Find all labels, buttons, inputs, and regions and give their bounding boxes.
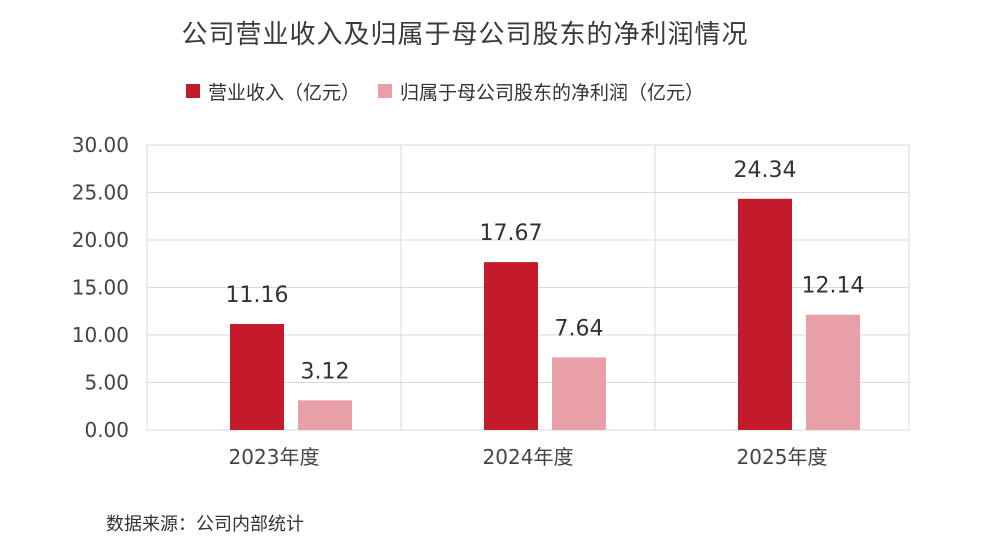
chart-legend: 营业收入（亿元） 归属于母公司股东的净利润（亿元） xyxy=(186,78,722,104)
x-tick-label: 2023年度 xyxy=(229,445,320,469)
legend-swatch-net-profit xyxy=(378,84,393,98)
legend-item-revenue: 营业收入（亿元） xyxy=(186,78,360,105)
bar-net-profit xyxy=(552,357,606,430)
y-tick-label: 5.00 xyxy=(84,371,129,395)
bar-revenue xyxy=(484,262,538,430)
y-tick-label: 30.00 xyxy=(72,133,129,157)
data-label-net-profit: 3.12 xyxy=(301,359,350,384)
legend-swatch-revenue xyxy=(186,84,200,98)
x-tick-label: 2025年度 xyxy=(737,445,828,469)
bar-revenue xyxy=(230,323,284,430)
x-tick-label: 2024年度 xyxy=(483,445,574,469)
legend-item-net-profit: 归属于母公司股东的净利润（亿元） xyxy=(378,78,704,105)
chart-title: 公司营业收入及归属于母公司股东的净利润情况 xyxy=(181,20,749,50)
y-tick-label: 15.00 xyxy=(72,276,129,300)
y-tick-label: 20.00 xyxy=(72,228,129,252)
bar-net-profit xyxy=(298,400,352,430)
y-tick-label: 0.00 xyxy=(84,418,129,442)
data-label-revenue: 24.34 xyxy=(734,158,797,183)
data-label-revenue: 17.67 xyxy=(480,221,543,246)
y-tick-label: 25.00 xyxy=(72,181,129,205)
source-note: 数据来源：公司内部统计 xyxy=(106,514,304,535)
bar-revenue xyxy=(738,198,792,430)
data-label-net-profit: 7.64 xyxy=(555,316,604,341)
legend-label-revenue: 营业收入（亿元） xyxy=(208,81,361,104)
y-tick-label: 10.00 xyxy=(72,323,129,347)
bar-net-profit xyxy=(806,314,860,430)
data-label-net-profit: 12.14 xyxy=(802,274,865,299)
bar-chart: 0.00 5.00 10.00 15.00 20.00 25.00 30.00 11.16 17… xyxy=(72,133,910,469)
data-label-revenue: 11.16 xyxy=(226,283,289,308)
legend-label-net-profit: 归属于母公司股东的净利润（亿元） xyxy=(400,81,705,104)
